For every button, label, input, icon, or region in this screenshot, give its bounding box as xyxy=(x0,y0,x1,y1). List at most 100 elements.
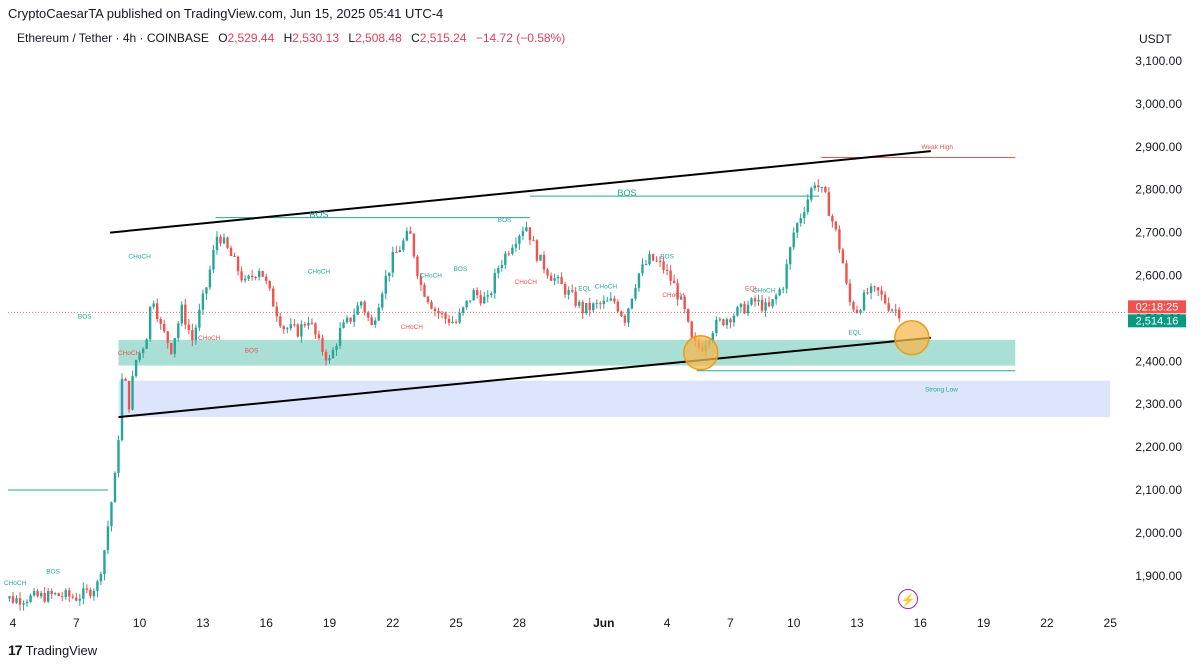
candle-body xyxy=(824,187,827,193)
y-tick-label: 2,200.00 xyxy=(1135,440,1182,454)
lightning-icon[interactable]: ⚡ xyxy=(898,589,918,609)
candle-body xyxy=(623,315,627,323)
candle-body xyxy=(437,310,440,314)
candle-body xyxy=(739,303,743,308)
candle-body xyxy=(887,303,890,311)
candle-body xyxy=(458,312,461,323)
candle-body xyxy=(613,298,616,302)
candle-body xyxy=(233,256,236,258)
candle-body xyxy=(834,221,838,230)
candle-body xyxy=(374,320,377,325)
candle-body xyxy=(637,273,641,288)
countdown-label: 02:18:25 xyxy=(1136,301,1179,313)
candle-body xyxy=(718,319,722,321)
candle-body xyxy=(226,237,229,248)
y-tick-label: 1,900.00 xyxy=(1135,569,1182,583)
candle-body xyxy=(391,251,395,273)
candle-body xyxy=(250,275,254,277)
candle-body xyxy=(722,319,725,326)
candle-body xyxy=(331,349,335,359)
candle-body xyxy=(205,287,208,294)
marker-label: BOS xyxy=(46,569,60,576)
candle-body xyxy=(433,308,437,311)
countdown-badge xyxy=(1128,300,1186,314)
candle-body xyxy=(500,265,504,269)
candle-body xyxy=(866,292,869,294)
x-tick-label: 22 xyxy=(386,616,400,630)
marker-label: BOS xyxy=(660,253,674,260)
footer-brand: TradingView xyxy=(25,642,98,658)
marker-label: BOS xyxy=(245,348,259,355)
candle-body xyxy=(388,272,391,277)
change-value: −14.72 (−0.58%) xyxy=(475,31,566,45)
candle-body xyxy=(317,334,321,339)
high-label: H xyxy=(283,31,293,45)
candle-body xyxy=(651,254,655,261)
candle-body xyxy=(535,240,539,261)
candle-body xyxy=(120,378,124,441)
marker-label: CHoCH xyxy=(662,292,685,299)
x-tick-label: 16 xyxy=(260,616,274,630)
candle-body xyxy=(110,502,113,527)
candle-body xyxy=(184,304,187,325)
candle-body xyxy=(746,304,750,314)
candle-body xyxy=(25,601,29,604)
candle-body xyxy=(54,593,57,595)
x-tick-label: 22 xyxy=(1040,616,1054,630)
candle-body xyxy=(191,329,194,341)
candle-body xyxy=(764,302,767,311)
y-tick-label: 2,100.00 xyxy=(1135,483,1182,497)
candle-body xyxy=(222,237,226,244)
candle-body xyxy=(243,278,247,281)
candle-body xyxy=(669,270,672,281)
x-tick-label: 10 xyxy=(133,616,147,630)
candle-body xyxy=(405,231,409,241)
y-tick-label: 2,300.00 xyxy=(1135,397,1182,411)
candle-body xyxy=(803,212,806,219)
candle-body xyxy=(335,345,338,350)
highlight-circle xyxy=(894,319,930,356)
candle-body xyxy=(229,247,233,257)
candle-body xyxy=(732,315,736,323)
candle-body xyxy=(451,321,454,323)
candle-body xyxy=(792,232,795,248)
marker-label: CHoCH xyxy=(515,279,538,286)
candle-body xyxy=(620,311,623,316)
candle-body xyxy=(198,309,201,328)
candle-body xyxy=(817,185,820,188)
candle-body xyxy=(827,192,831,216)
candle-body xyxy=(658,260,662,262)
candle-body xyxy=(286,328,289,330)
candle-body xyxy=(725,319,729,326)
x-tick-label: 4 xyxy=(10,616,17,630)
candle-body xyxy=(848,283,852,303)
candle-body xyxy=(465,300,468,308)
candle-body xyxy=(665,269,669,271)
candle-body xyxy=(641,264,644,274)
y-tick-label: 2,700.00 xyxy=(1135,226,1182,240)
footer: 17 TradingView xyxy=(8,642,97,658)
candle-body xyxy=(588,303,591,311)
candle-body xyxy=(609,298,613,301)
candle-body xyxy=(296,324,300,337)
marker-label: BOS xyxy=(618,188,637,198)
x-tick-label: 13 xyxy=(196,616,210,630)
currency-label[interactable]: USDT xyxy=(1139,32,1172,46)
candle-body xyxy=(634,287,637,299)
candle-body xyxy=(514,243,518,248)
candle-body xyxy=(163,323,166,332)
candle-body xyxy=(855,309,859,313)
candle-body xyxy=(395,251,398,253)
candle-body xyxy=(549,275,553,281)
candle-body xyxy=(894,309,897,311)
candle-body xyxy=(444,313,447,319)
x-tick-label: 28 xyxy=(513,616,527,630)
candle-body xyxy=(454,321,458,323)
candle-body xyxy=(366,312,370,318)
candle-body xyxy=(82,588,85,599)
candle-body xyxy=(869,286,873,293)
close-value: 2,515.24 xyxy=(419,31,467,45)
candle-body xyxy=(602,300,606,305)
candle-body xyxy=(729,319,732,323)
